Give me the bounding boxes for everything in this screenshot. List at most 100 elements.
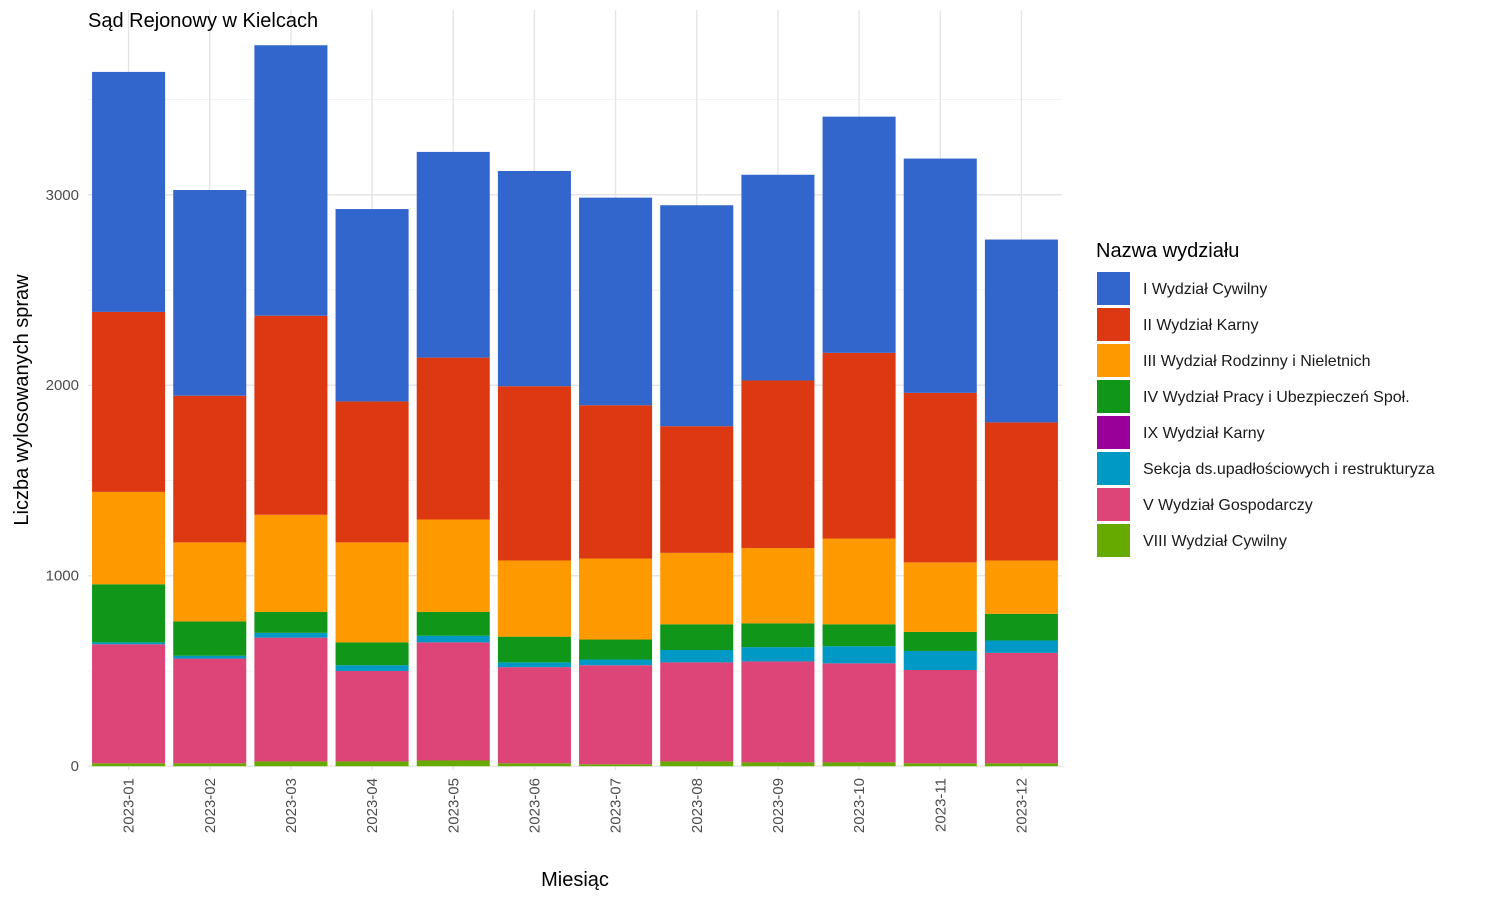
bar-viii-wydzia-cywilny-2023-11 [903, 763, 977, 767]
bar-iv-wydzia-pracy-i-ubezpieczen-spo-2023-09 [741, 623, 815, 648]
bar-v-wydzia-gospodarczy-2023-09 [741, 661, 815, 763]
bar-viii-wydzia-cywilny-2023-07 [579, 764, 653, 767]
bar-v-wydzia-gospodarczy-2023-07 [579, 665, 653, 765]
x-tick-label: 2023-05 [445, 778, 462, 833]
bars-layer [92, 45, 1058, 767]
bar-iv-wydzia-pracy-i-ubezpieczen-spo-2023-02 [173, 621, 247, 656]
bar-sekcja-ds-upad-osciowych-i-restrukturyza-2023-06 [497, 662, 571, 668]
bar-viii-wydzia-cywilny-2023-04 [335, 761, 409, 767]
bar-iii-wydzia-rodzinny-i-nieletnich-2023-04 [335, 542, 409, 643]
bar-ii-wydzia-karny-2023-02 [173, 395, 247, 543]
legend-swatch-v-wydzia-gospodarczy [1097, 488, 1130, 521]
legend: Nazwa wydziału I Wydział Cywilny II Wydzi… [1096, 240, 1435, 557]
bar-sekcja-ds-upad-osciowych-i-restrukturyza-2023-12 [984, 640, 1058, 653]
x-tick-label: 2023-09 [770, 778, 787, 833]
bar-viii-wydzia-cywilny-2023-10 [822, 762, 896, 767]
bar-i-wydzia-cywilny-2023-05 [416, 151, 490, 358]
bar-sekcja-ds-upad-osciowych-i-restrukturyza-2023-01 [92, 642, 166, 645]
legend-title: Nazwa wydziału [1096, 240, 1239, 262]
bar-viii-wydzia-cywilny-2023-12 [984, 763, 1058, 767]
y-axis-title: Liczba wylosowanych spraw [11, 274, 33, 526]
bar-iii-wydzia-rodzinny-i-nieletnich-2023-05 [416, 519, 490, 612]
bar-viii-wydzia-cywilny-2023-09 [741, 762, 815, 767]
bar-ii-wydzia-karny-2023-07 [579, 405, 653, 559]
bar-i-wydzia-cywilny-2023-09 [741, 174, 815, 381]
bar-i-wydzia-cywilny-2023-03 [254, 45, 328, 316]
legend-swatch-i-wydzia-cywilny [1097, 272, 1130, 305]
bar-iv-wydzia-pracy-i-ubezpieczen-spo-2023-07 [579, 639, 653, 660]
legend-label-ii-wydzia-karny: II Wydział Karny [1143, 317, 1258, 334]
bar-iv-wydzia-pracy-i-ubezpieczen-spo-2023-05 [416, 611, 490, 636]
bar-sekcja-ds-upad-osciowych-i-restrukturyza-2023-04 [335, 665, 409, 671]
bar-v-wydzia-gospodarczy-2023-04 [335, 670, 409, 762]
x-tick-label: 2023-11 [932, 778, 949, 832]
x-tick-label: 2023-04 [364, 778, 381, 833]
legend-label-iii-wydzia-rodzinny-i-nieletnich: III Wydział Rodzinny i Nieletnich [1143, 353, 1371, 370]
bar-sekcja-ds-upad-osciowych-i-restrukturyza-2023-09 [741, 647, 815, 662]
bar-iv-wydzia-pracy-i-ubezpieczen-spo-2023-10 [822, 624, 896, 647]
bar-iii-wydzia-rodzinny-i-nieletnich-2023-03 [254, 514, 328, 612]
bar-viii-wydzia-cywilny-2023-01 [92, 763, 166, 767]
bar-v-wydzia-gospodarczy-2023-03 [254, 637, 328, 762]
legend-label-v-wydzia-gospodarczy: V Wydział Gospodarczy [1143, 497, 1313, 514]
bar-v-wydzia-gospodarczy-2023-08 [660, 662, 734, 762]
y-tick-label: 2000 [46, 377, 79, 394]
bar-viii-wydzia-cywilny-2023-02 [173, 763, 247, 767]
bar-iii-wydzia-rodzinny-i-nieletnich-2023-11 [903, 562, 977, 632]
bar-iv-wydzia-pracy-i-ubezpieczen-spo-2023-12 [984, 613, 1058, 641]
bar-iii-wydzia-rodzinny-i-nieletnich-2023-02 [173, 542, 247, 622]
x-tick-label: 2023-08 [689, 778, 706, 833]
x-tick-label: 2023-12 [1013, 778, 1030, 833]
x-axis-title: Miesiąc [541, 869, 609, 891]
bar-iv-wydzia-pracy-i-ubezpieczen-spo-2023-04 [335, 642, 409, 666]
bar-i-wydzia-cywilny-2023-02 [173, 190, 247, 396]
bar-sekcja-ds-upad-osciowych-i-restrukturyza-2023-02 [173, 655, 247, 659]
bar-viii-wydzia-cywilny-2023-03 [254, 761, 328, 767]
bar-i-wydzia-cywilny-2023-11 [903, 158, 977, 393]
bar-iv-wydzia-pracy-i-ubezpieczen-spo-2023-06 [497, 636, 571, 663]
bar-viii-wydzia-cywilny-2023-06 [497, 763, 571, 767]
bar-ii-wydzia-karny-2023-10 [822, 352, 896, 539]
bar-i-wydzia-cywilny-2023-01 [92, 71, 166, 312]
legend-label-ix-wydzia-karny: IX Wydział Karny [1143, 425, 1265, 442]
legend-swatch-iv-wydzia-pracy-i-ubezpieczen-spo [1097, 380, 1130, 413]
bar-i-wydzia-cywilny-2023-04 [335, 209, 409, 402]
bar-i-wydzia-cywilny-2023-10 [822, 116, 896, 353]
bar-v-wydzia-gospodarczy-2023-11 [903, 670, 977, 764]
x-tick-label: 2023-03 [283, 778, 300, 833]
bar-ii-wydzia-karny-2023-03 [254, 315, 328, 515]
bar-iv-wydzia-pracy-i-ubezpieczen-spo-2023-03 [254, 611, 328, 633]
x-tick-label: 2023-06 [526, 778, 543, 833]
bar-i-wydzia-cywilny-2023-12 [984, 239, 1058, 423]
bar-sekcja-ds-upad-osciowych-i-restrukturyza-2023-03 [254, 632, 328, 638]
bar-iii-wydzia-rodzinny-i-nieletnich-2023-06 [497, 560, 571, 637]
legend-swatch-viii-wydzia-cywilny [1097, 524, 1130, 557]
bar-sekcja-ds-upad-osciowych-i-restrukturyza-2023-10 [822, 646, 896, 664]
bar-iv-wydzia-pracy-i-ubezpieczen-spo-2023-08 [660, 624, 734, 650]
x-tick-label: 2023-02 [202, 778, 219, 833]
legend-swatch-ii-wydzia-karny [1097, 308, 1130, 341]
bar-v-wydzia-gospodarczy-2023-10 [822, 663, 896, 763]
bar-ii-wydzia-karny-2023-11 [903, 392, 977, 563]
legend-swatch-iii-wydzia-rodzinny-i-nieletnich [1097, 344, 1130, 377]
bar-iii-wydzia-rodzinny-i-nieletnich-2023-08 [660, 552, 734, 625]
bar-i-wydzia-cywilny-2023-07 [579, 197, 653, 406]
bar-ii-wydzia-karny-2023-08 [660, 426, 734, 553]
legend-label-sekcja-ds-upad-osciowych-i-restrukturyza: Sekcja ds.upadłościowych i restrukturyza [1143, 461, 1435, 478]
axes-layer: 0 1000 2000 3000 2023-01 2023-02 2023-03 2023-0… [46, 187, 1031, 833]
bar-v-wydzia-gospodarczy-2023-02 [173, 658, 247, 764]
bar-i-wydzia-cywilny-2023-06 [497, 170, 571, 387]
bar-iii-wydzia-rodzinny-i-nieletnich-2023-12 [984, 560, 1058, 614]
bar-iv-wydzia-pracy-i-ubezpieczen-spo-2023-11 [903, 631, 977, 651]
bar-v-wydzia-gospodarczy-2023-01 [92, 644, 166, 764]
chart-title: Sąd Rejonowy w Kielcach [88, 10, 318, 32]
bar-ii-wydzia-karny-2023-01 [92, 311, 166, 492]
y-tick-label: 0 [71, 758, 79, 775]
x-tick-label: 2023-10 [851, 778, 868, 833]
bar-v-wydzia-gospodarczy-2023-05 [416, 642, 490, 761]
bar-sekcja-ds-upad-osciowych-i-restrukturyza-2023-07 [579, 659, 653, 666]
bar-iii-wydzia-rodzinny-i-nieletnich-2023-07 [579, 558, 653, 640]
legend-label-viii-wydzia-cywilny: VIII Wydział Cywilny [1143, 533, 1287, 550]
